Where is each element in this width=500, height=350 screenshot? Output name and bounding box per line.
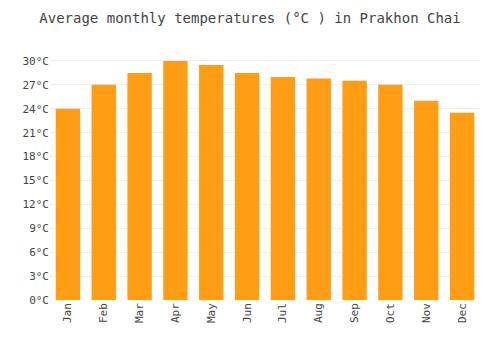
svg-text:Sep: Sep — [348, 303, 361, 323]
svg-text:9°C: 9°C — [29, 222, 49, 235]
svg-text:3°C: 3°C — [29, 270, 49, 283]
svg-text:27°C: 27°C — [23, 79, 50, 92]
svg-text:Jan: Jan — [61, 303, 74, 323]
svg-text:30°C: 30°C — [23, 55, 50, 68]
svg-text:24°C: 24°C — [23, 103, 50, 116]
svg-text:Aug: Aug — [312, 303, 325, 323]
svg-text:18°C: 18°C — [23, 150, 50, 163]
svg-text:6°C: 6°C — [29, 246, 49, 259]
svg-text:Feb: Feb — [97, 303, 110, 323]
svg-text:Apr: Apr — [169, 303, 182, 323]
svg-text:Nov: Nov — [420, 303, 433, 323]
svg-text:May: May — [205, 303, 218, 323]
svg-text:0°C: 0°C — [29, 294, 49, 307]
svg-text:Jul: Jul — [276, 303, 289, 323]
svg-text:21°C: 21°C — [23, 127, 50, 140]
svg-text:Average monthly temperatures (: Average monthly temperatures (°C ) in Pr… — [39, 10, 460, 26]
svg-text:15°C: 15°C — [23, 174, 50, 187]
svg-text:Mar: Mar — [133, 303, 146, 323]
svg-text:Dec: Dec — [456, 303, 469, 323]
svg-text:12°C: 12°C — [23, 198, 50, 211]
svg-text:Jun: Jun — [241, 303, 254, 323]
svg-text:Oct: Oct — [384, 303, 397, 323]
